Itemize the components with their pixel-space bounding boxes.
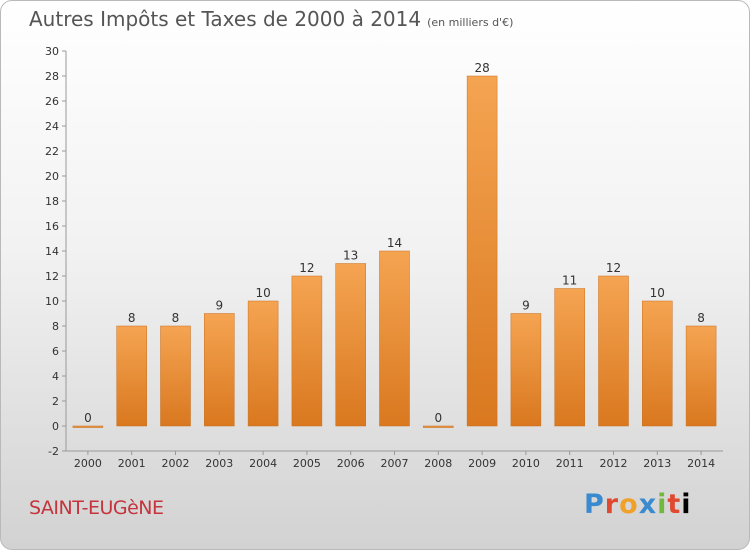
x-tick-label: 2014 — [687, 457, 715, 470]
y-tick-label: 20 — [45, 170, 59, 183]
bar — [598, 275, 629, 427]
bar — [379, 250, 410, 427]
y-tick-label: 2 — [52, 395, 59, 408]
bar — [291, 275, 323, 427]
logo-letter: t — [667, 489, 682, 520]
x-tick-label: 2010 — [512, 457, 540, 470]
logo-letter: x — [638, 489, 658, 520]
chart-title-text: Autres Impôts et Taxes de 2000 à 2014 — [29, 7, 422, 31]
y-tick-label: 12 — [45, 270, 59, 283]
bar-value-label: 10 — [650, 286, 665, 300]
bar — [204, 313, 235, 427]
bar-value-label: 12 — [299, 261, 314, 275]
x-tick-label: 2001 — [118, 457, 146, 470]
logo-letter: r — [604, 489, 620, 520]
y-tick-label: 14 — [45, 245, 59, 258]
bar-value-label: 28 — [474, 61, 489, 75]
x-tick-label: 2013 — [643, 457, 671, 470]
x-tick-label: 2009 — [468, 457, 496, 470]
bar — [335, 263, 366, 427]
logo-letter: i — [681, 489, 692, 520]
bar — [510, 313, 542, 427]
y-tick-label: 24 — [45, 120, 59, 133]
logo-letter: o — [619, 489, 639, 520]
bar-value-label: 8 — [128, 311, 136, 325]
y-tick-label: -2 — [48, 445, 59, 458]
bar — [160, 325, 191, 427]
bar — [642, 300, 673, 427]
x-tick-label: 2012 — [600, 457, 628, 470]
y-tick-label: 6 — [52, 345, 59, 358]
x-tick-label: 2007 — [381, 457, 409, 470]
bar-value-label: 9 — [522, 299, 530, 313]
x-tick-label: 2005 — [293, 457, 321, 470]
bar-value-label: 12 — [606, 261, 621, 275]
bar-value-label: 13 — [343, 249, 358, 263]
bar — [423, 425, 454, 428]
y-tick-label: 4 — [52, 370, 59, 383]
x-tick-label: 2008 — [424, 457, 452, 470]
x-tick-label: 2003 — [205, 457, 233, 470]
y-tick-label: 10 — [45, 295, 59, 308]
bar — [247, 300, 279, 427]
location-name: SAINT-EUGèNE — [29, 497, 164, 519]
bar-value-label: 11 — [562, 274, 577, 288]
y-tick-label: 0 — [52, 420, 59, 433]
chart-value-labels: 0 8 8 9 10 12 13 14 0 28 9 11 12 10 8 — [84, 61, 705, 425]
bar-value-label: 10 — [255, 286, 270, 300]
bar-value-label: 0 — [434, 411, 442, 425]
y-tick-label: 16 — [45, 220, 59, 233]
x-tick-label: 2004 — [249, 457, 277, 470]
bar — [685, 325, 717, 427]
y-tick-label: 26 — [45, 95, 59, 108]
bar-value-label: 0 — [84, 411, 92, 425]
bar-value-label: 8 — [172, 311, 180, 325]
bar — [72, 425, 104, 428]
x-tick-label: 2006 — [337, 457, 365, 470]
proxiti-logo: Proxiti — [584, 489, 692, 520]
bar — [466, 75, 498, 427]
y-tick-label: 18 — [45, 195, 59, 208]
y-tick-label: 28 — [45, 70, 59, 83]
x-tick-label: 2011 — [556, 457, 584, 470]
x-tick-label: 2002 — [162, 457, 190, 470]
y-tick-label: 8 — [52, 320, 59, 333]
bar — [116, 325, 147, 427]
y-tick-label: 22 — [45, 145, 59, 158]
bar-value-label: 8 — [697, 311, 705, 325]
x-tick-label: 2000 — [74, 457, 102, 470]
bar-value-label: 9 — [215, 299, 223, 313]
chart-bars — [72, 75, 717, 428]
chart-unit: (en milliers d'€) — [427, 16, 514, 29]
bar-value-label: 14 — [387, 236, 402, 250]
chart-title: Autres Impôts et Taxes de 2000 à 2014 (en… — [29, 7, 513, 31]
logo-letter: P — [584, 489, 605, 520]
bar — [554, 288, 585, 427]
y-tick-label: 30 — [45, 45, 59, 58]
logo-letter: i — [657, 489, 668, 520]
